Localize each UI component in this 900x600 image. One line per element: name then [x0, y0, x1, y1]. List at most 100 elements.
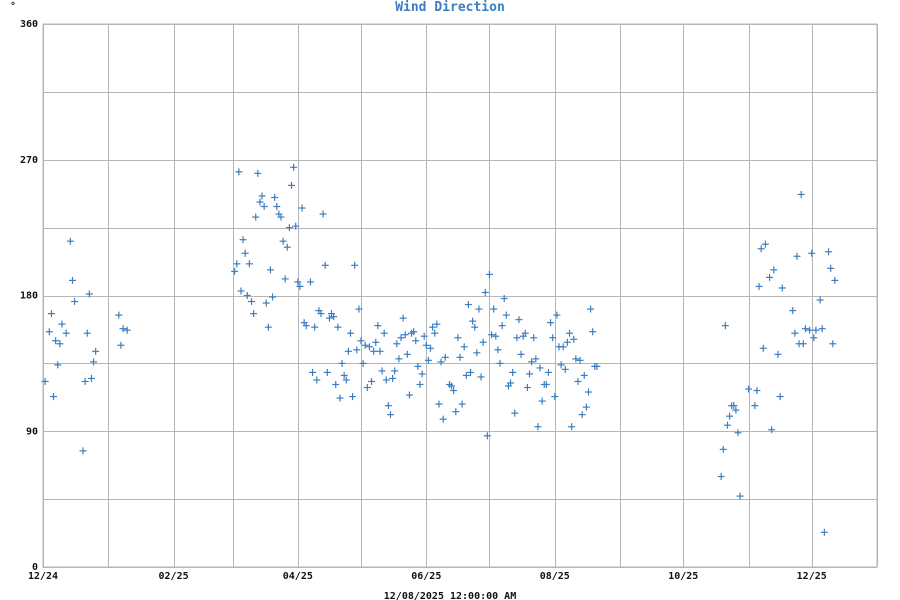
- data-point: [294, 278, 302, 286]
- data-point: [467, 368, 475, 376]
- data-point: [277, 213, 285, 221]
- x-tick-label: 04/25: [283, 571, 313, 582]
- data-point: [237, 287, 245, 295]
- data-point: [523, 384, 531, 392]
- data-point: [806, 326, 814, 334]
- data-point: [488, 331, 496, 339]
- data-point: [578, 411, 586, 419]
- data-point: [561, 365, 569, 373]
- data-point: [479, 338, 487, 346]
- data-point: [363, 384, 371, 392]
- data-point: [357, 337, 365, 345]
- data-point: [587, 305, 595, 313]
- data-point: [325, 314, 333, 322]
- data-point: [323, 368, 331, 376]
- data-point: [818, 325, 826, 333]
- data-point: [338, 359, 346, 367]
- grid: [43, 24, 878, 568]
- data-point: [816, 296, 824, 304]
- data-point: [791, 329, 799, 337]
- data-point: [321, 261, 329, 269]
- data-point: [233, 260, 241, 268]
- data-point: [477, 373, 485, 381]
- data-point: [734, 429, 742, 437]
- data-point: [831, 276, 839, 284]
- data-point: [496, 359, 504, 367]
- data-point: [580, 371, 588, 379]
- data-point: [719, 445, 727, 453]
- data-point: [273, 203, 281, 211]
- data-point: [717, 473, 725, 480]
- data-point: [799, 340, 807, 348]
- data-point: [536, 364, 544, 372]
- data-point: [721, 322, 729, 330]
- data-point: [368, 377, 376, 385]
- data-point: [81, 377, 89, 385]
- data-point: [264, 323, 272, 331]
- y-tick-label: 360: [20, 19, 38, 30]
- data-point: [336, 394, 344, 402]
- x-tick-label: 06/25: [411, 571, 441, 582]
- data-point: [56, 340, 64, 348]
- data-point: [490, 305, 498, 313]
- data-point: [309, 368, 317, 376]
- data-point: [570, 335, 578, 343]
- data-point: [456, 353, 464, 361]
- data-point: [427, 344, 435, 352]
- data-point: [458, 400, 466, 408]
- data-point: [429, 323, 437, 331]
- data-point: [414, 362, 422, 370]
- data-point: [574, 377, 582, 385]
- data-point: [269, 293, 277, 301]
- data-point: [62, 329, 70, 337]
- data-point: [726, 412, 734, 420]
- data-point: [526, 370, 533, 378]
- data-point: [79, 447, 87, 455]
- data-point: [563, 338, 571, 346]
- data-point: [755, 282, 763, 290]
- data-point: [370, 347, 378, 355]
- data-point: [344, 347, 352, 355]
- data-point: [494, 346, 502, 354]
- data-point: [751, 402, 759, 410]
- data-point: [87, 374, 95, 382]
- data-point: [332, 380, 340, 388]
- data-point: [405, 391, 413, 399]
- data-point: [376, 347, 384, 355]
- data-point: [589, 328, 597, 336]
- data-point: [393, 340, 401, 348]
- data-point: [374, 322, 382, 330]
- data-point: [355, 305, 363, 313]
- x-tick-label: 12/25: [797, 571, 827, 582]
- data-point: [774, 350, 782, 358]
- data-point: [311, 323, 319, 331]
- data-point: [353, 346, 361, 354]
- data-point: [492, 332, 500, 340]
- data-point: [435, 400, 443, 408]
- data-point: [810, 334, 818, 342]
- data-point: [382, 376, 390, 384]
- data-point: [544, 368, 552, 376]
- data-point: [395, 355, 403, 363]
- data-point: [723, 421, 731, 429]
- data-point: [793, 252, 801, 260]
- data-point: [761, 240, 769, 248]
- data-point: [306, 278, 314, 286]
- data-point: [557, 361, 565, 369]
- data-point: [256, 198, 264, 206]
- data-point: [330, 313, 338, 321]
- data-point: [365, 343, 373, 351]
- data-point: [450, 387, 458, 395]
- data-point: [538, 397, 546, 405]
- data-point: [469, 317, 477, 325]
- data-point: [515, 316, 523, 324]
- data-point: [576, 356, 584, 364]
- data-point: [424, 356, 432, 364]
- data-point: [384, 402, 392, 410]
- data-point: [812, 326, 820, 334]
- data-point: [401, 331, 409, 339]
- data-point: [387, 411, 394, 419]
- data-point: [241, 249, 249, 257]
- data-point: [454, 334, 462, 342]
- data-point: [231, 267, 239, 275]
